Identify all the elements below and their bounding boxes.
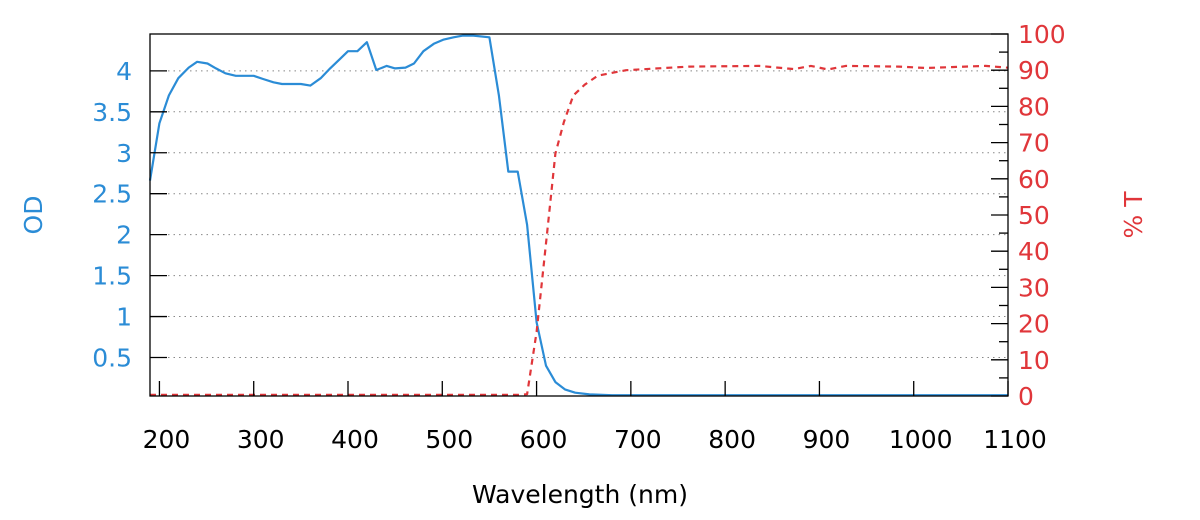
x-tick-label: 700: [614, 425, 662, 454]
tick-labels: 0.511.522.533.54010203040506070809010020…: [92, 20, 1065, 454]
right-tick-label: 30: [1018, 273, 1050, 302]
od-series-line: [148, 34, 1008, 397]
x-tick-label: 500: [425, 425, 473, 454]
x-tick-label: 1000: [889, 425, 953, 454]
x-tick-label: 600: [520, 425, 568, 454]
left-tick-label: 1: [116, 303, 132, 332]
right-tick-label: 100: [1018, 20, 1066, 49]
right-tick-label: 70: [1018, 129, 1050, 158]
x-tick-label: 900: [803, 425, 851, 454]
right-tick-label: 0: [1018, 382, 1034, 411]
left-tick-label: 0.5: [92, 344, 132, 373]
left-tick-label: 2.5: [92, 180, 132, 209]
gridlines: [168, 70, 1008, 359]
left-tick-label: 3: [116, 139, 132, 168]
right-axis-title: % T: [1119, 191, 1148, 239]
right-tick-label: 60: [1018, 165, 1050, 194]
right-tick-label: 50: [1018, 201, 1050, 230]
left-tick-label: 1.5: [92, 262, 132, 291]
x-axis-title: Wavelength (nm): [472, 480, 688, 509]
right-tick-label: 80: [1018, 92, 1050, 121]
x-tick-label: 300: [237, 425, 285, 454]
left-tick-label: 3.5: [92, 98, 132, 127]
plot-frame: [149, 33, 1009, 397]
left-tick-label: 2: [116, 221, 132, 250]
right-tick-label: 40: [1018, 237, 1050, 266]
left-axis-title: OD: [19, 196, 48, 235]
ticks: [150, 33, 1009, 397]
right-tick-label: 10: [1018, 346, 1050, 375]
transmission-series-line: [150, 64, 1009, 396]
right-tick-label: 20: [1018, 310, 1050, 339]
left-tick-label: 4: [116, 57, 132, 86]
x-tick-label: 200: [143, 425, 191, 454]
series-layer: [148, 34, 1009, 397]
x-tick-label: 400: [331, 425, 379, 454]
right-tick-label: 90: [1018, 56, 1050, 85]
x-tick-label: 1100: [983, 425, 1047, 454]
x-tick-label: 800: [708, 425, 756, 454]
